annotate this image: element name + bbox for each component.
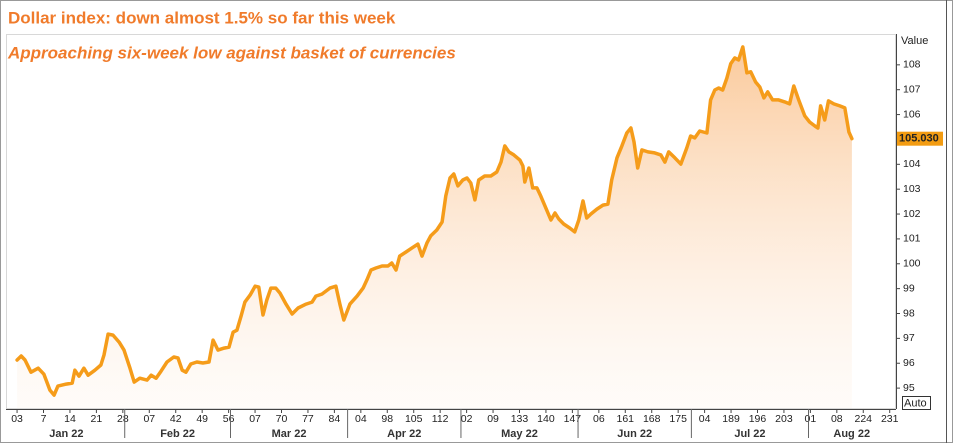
x-tick-label: 189 (722, 413, 740, 425)
y-tick-label: 101 (903, 233, 921, 245)
month-label: Mar 22 (272, 428, 307, 440)
x-tick-label: 07 (143, 413, 155, 425)
y-tick-label: 99 (903, 282, 915, 294)
y-tick-label: 98 (903, 307, 915, 319)
x-tick-label: 28 (117, 413, 129, 425)
x-tick-label: 04 (355, 413, 367, 425)
x-tick-label: 7 (41, 413, 47, 425)
month-label: May 22 (501, 428, 538, 440)
month-label: Aug 22 (833, 428, 870, 440)
x-tick-label: 03 (11, 413, 23, 425)
x-tick-label: 21 (91, 413, 103, 425)
x-tick-label: 203 (775, 413, 793, 425)
plot-frame (6, 34, 896, 409)
month-label: Apr 22 (387, 428, 421, 440)
x-tick-label: 84 (329, 413, 341, 425)
y-tick-label: 102 (903, 208, 921, 220)
x-tick-label: 08 (831, 413, 843, 425)
x-tick-label: 02 (461, 413, 473, 425)
chart-title: Dollar index: down almost 1.5% so far th… (8, 8, 396, 27)
month-label: Jan 22 (49, 428, 83, 440)
x-tick-label: 70 (276, 413, 288, 425)
x-tick-label: 133 (511, 413, 529, 425)
x-tick-label: 09 (487, 413, 499, 425)
current-value-label: 105.030 (899, 133, 939, 145)
x-tick-label: 161 (617, 413, 635, 425)
x-tick-label: 231 (881, 413, 899, 425)
auto-button[interactable] (902, 396, 931, 410)
x-tick-label: 07 (249, 413, 261, 425)
y-tick-label: 108 (903, 59, 921, 71)
y-tick-label: 100 (903, 258, 921, 270)
x-tick-label: 140 (537, 413, 555, 425)
x-tick-label: 196 (749, 413, 767, 425)
x-tick-label: 01 (805, 413, 817, 425)
y-tick-label: 107 (903, 83, 921, 95)
x-tick-label: 98 (381, 413, 393, 425)
y-tick-label: 96 (903, 357, 915, 369)
y-tick-label: 106 (903, 108, 921, 120)
x-tick-label: 112 (432, 413, 449, 425)
month-label: Feb 22 (160, 428, 195, 440)
x-tick-label: 42 (170, 413, 182, 425)
y-tick-label: 95 (903, 382, 915, 394)
y-axis-label: Value (901, 35, 928, 47)
current-value-box (897, 131, 943, 146)
area (17, 46, 852, 409)
x-tick-label: 175 (669, 413, 687, 425)
x-tick-label: 49 (196, 413, 208, 425)
x-tick-label: 04 (699, 413, 711, 425)
x-tick-label: 224 (855, 413, 873, 425)
x-tick-label: 56 (223, 413, 235, 425)
x-tick-label: 105 (405, 413, 423, 425)
auto-button-label[interactable]: Auto (904, 397, 927, 409)
x-tick-label: 168 (643, 413, 661, 425)
x-tick-label: 77 (302, 413, 314, 425)
chart-subtitle: Approaching six-week low against basket … (7, 43, 456, 62)
month-label: Jun 22 (617, 428, 652, 440)
y-tick-label: 103 (903, 183, 921, 195)
x-tick-label: 147 (564, 413, 582, 425)
y-tick-label: 97 (903, 332, 915, 344)
x-tick-label: 14 (64, 413, 76, 425)
line (15, 45, 854, 397)
x-tick-label: 06 (593, 413, 605, 425)
y-tick-label: 104 (903, 158, 921, 170)
month-label: Jul 22 (734, 428, 765, 440)
